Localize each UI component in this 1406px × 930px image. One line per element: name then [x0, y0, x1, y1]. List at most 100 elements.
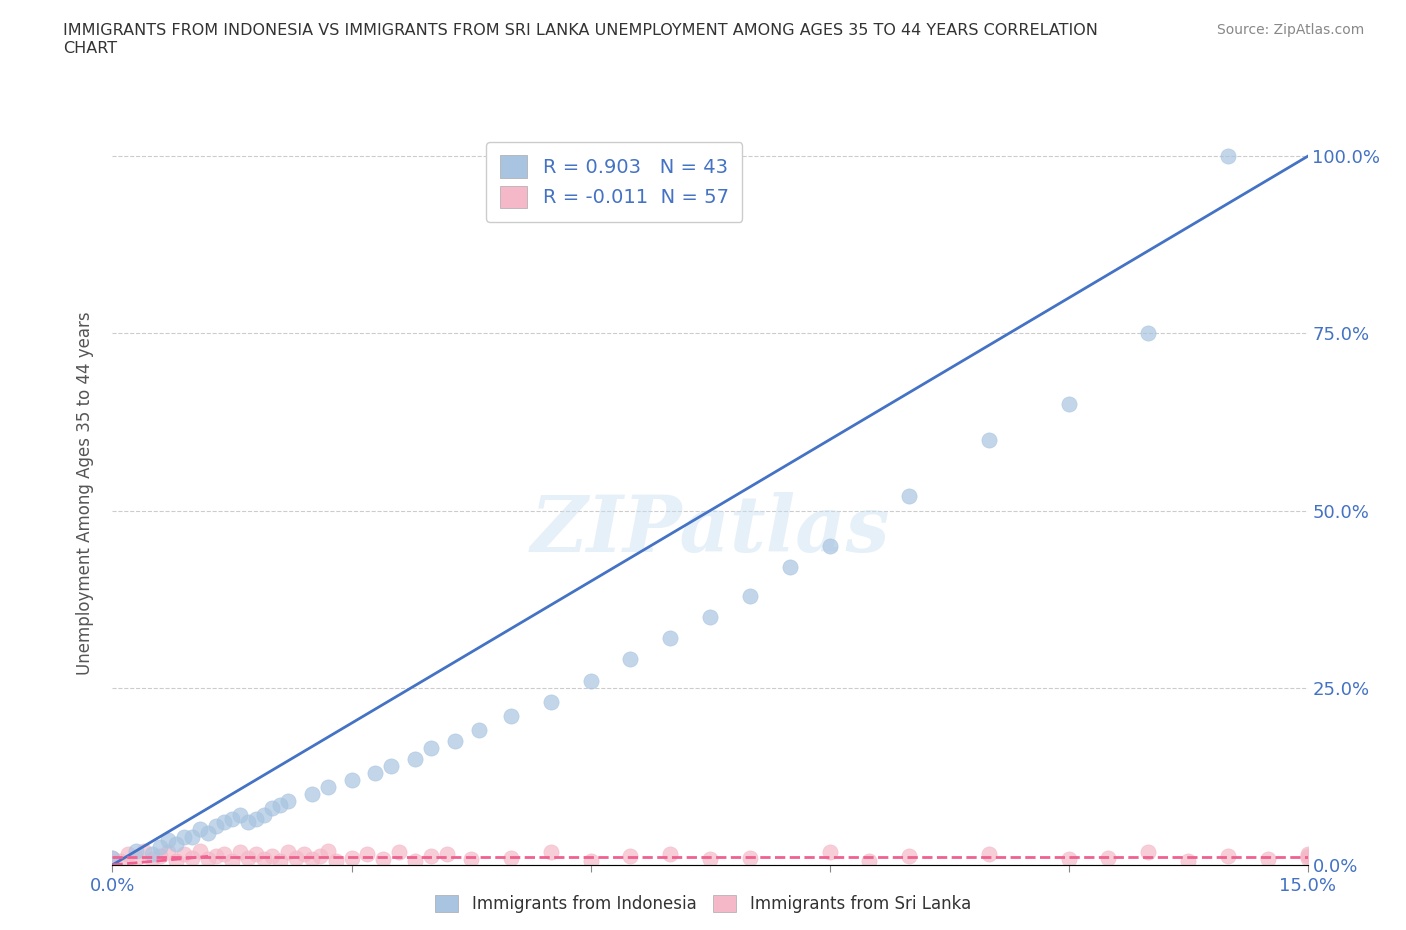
Point	[236, 815, 259, 830]
Point	[165, 853, 187, 868]
Point	[188, 822, 211, 837]
Point	[212, 815, 235, 830]
Point	[157, 832, 180, 847]
Point	[308, 849, 330, 864]
Point	[316, 779, 339, 794]
Point	[380, 758, 402, 773]
Point	[301, 852, 323, 867]
Point	[540, 695, 562, 710]
Point	[388, 844, 411, 859]
Point	[149, 849, 172, 864]
Point	[221, 811, 243, 826]
Text: IMMIGRANTS FROM INDONESIA VS IMMIGRANTS FROM SRI LANKA UNEMPLOYMENT AMONG AGES 3: IMMIGRANTS FROM INDONESIA VS IMMIGRANTS …	[63, 23, 1098, 56]
Point	[373, 852, 395, 867]
Point	[212, 846, 235, 861]
Point	[173, 830, 195, 844]
Point	[134, 844, 156, 858]
Point	[1257, 852, 1279, 867]
Point	[236, 850, 259, 865]
Point	[229, 808, 252, 823]
Point	[499, 709, 522, 724]
Point	[898, 849, 921, 864]
Point	[1296, 849, 1319, 864]
Point	[316, 844, 339, 858]
Point	[269, 854, 291, 869]
Point	[301, 787, 323, 802]
Point	[818, 844, 841, 859]
Point	[699, 852, 721, 867]
Point	[404, 751, 426, 766]
Point	[468, 723, 491, 737]
Point	[1137, 326, 1160, 341]
Point	[1296, 847, 1319, 862]
Point	[245, 847, 267, 862]
Point	[619, 849, 641, 864]
Point	[579, 673, 602, 688]
Point	[420, 849, 443, 864]
Point	[101, 850, 124, 865]
Point	[197, 852, 219, 867]
Point	[117, 847, 139, 862]
Point	[364, 765, 387, 780]
Point	[188, 844, 211, 858]
Point	[1137, 844, 1160, 859]
Point	[125, 844, 148, 858]
Point	[619, 652, 641, 667]
Point	[1057, 397, 1080, 412]
Point	[292, 847, 315, 862]
Point	[779, 560, 801, 575]
Point	[325, 854, 347, 869]
Point	[659, 631, 682, 645]
Point	[699, 609, 721, 624]
Point	[157, 844, 180, 859]
Point	[141, 852, 163, 867]
Point	[221, 854, 243, 869]
Point	[579, 854, 602, 869]
Text: Source: ZipAtlas.com: Source: ZipAtlas.com	[1216, 23, 1364, 37]
Legend: Immigrants from Indonesia, Immigrants from Sri Lanka: Immigrants from Indonesia, Immigrants fr…	[426, 887, 980, 922]
Point	[149, 840, 172, 855]
Point	[444, 734, 467, 749]
Legend: R = 0.903   N = 43, R = -0.011  N = 57: R = 0.903 N = 43, R = -0.011 N = 57	[486, 141, 742, 221]
Point	[977, 847, 1000, 862]
Point	[404, 854, 426, 869]
Point	[1216, 849, 1239, 864]
Point	[1057, 852, 1080, 867]
Point	[1216, 149, 1239, 164]
Point	[205, 818, 228, 833]
Point	[284, 850, 307, 865]
Point	[165, 836, 187, 851]
Point	[659, 847, 682, 862]
Text: ZIPatlas: ZIPatlas	[530, 492, 890, 568]
Point	[197, 826, 219, 841]
Point	[277, 793, 299, 808]
Point	[110, 854, 132, 869]
Point	[101, 850, 124, 865]
Point	[173, 847, 195, 862]
Point	[340, 850, 363, 865]
Point	[499, 850, 522, 865]
Point	[977, 432, 1000, 447]
Point	[253, 808, 276, 823]
Point	[356, 847, 378, 862]
Point	[260, 801, 283, 816]
Point	[1097, 850, 1119, 865]
Point	[540, 844, 562, 859]
Point	[436, 847, 458, 862]
Point	[253, 852, 276, 867]
Point	[1177, 854, 1199, 869]
Point	[738, 850, 761, 865]
Point	[229, 844, 252, 859]
Point	[460, 852, 482, 867]
Point	[340, 773, 363, 788]
Point	[181, 830, 204, 844]
Point	[205, 849, 228, 864]
Point	[738, 588, 761, 603]
Y-axis label: Unemployment Among Ages 35 to 44 years: Unemployment Among Ages 35 to 44 years	[76, 312, 94, 674]
Point	[181, 850, 204, 865]
Point	[277, 844, 299, 859]
Point	[1296, 850, 1319, 865]
Point	[818, 538, 841, 553]
Point	[141, 847, 163, 862]
Point	[898, 489, 921, 504]
